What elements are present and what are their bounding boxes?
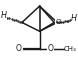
Text: O: O (48, 44, 54, 53)
Text: H: H (71, 14, 77, 23)
Text: CH₃: CH₃ (63, 46, 76, 52)
Text: H: H (0, 11, 6, 20)
Text: O: O (56, 19, 61, 25)
Text: O: O (16, 44, 21, 53)
